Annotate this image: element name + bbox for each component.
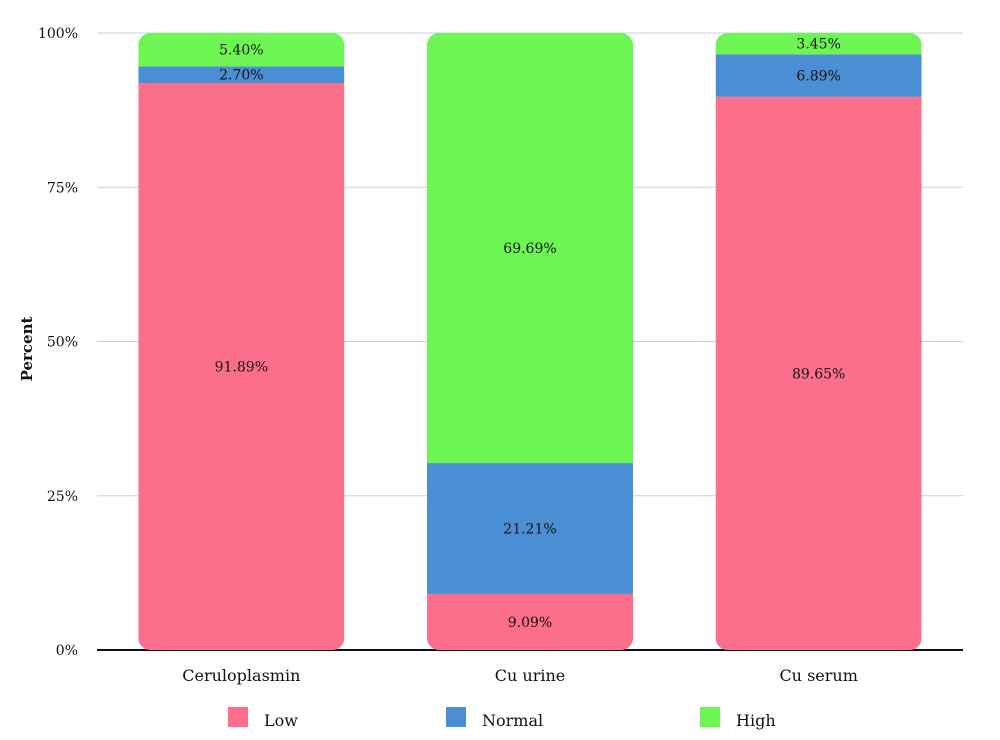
data-label: 91.89% — [215, 360, 268, 376]
data-label: 2.70% — [219, 68, 263, 84]
data-label: 6.89% — [796, 69, 840, 85]
legend: Low Normal High — [228, 707, 776, 730]
bar-stack-1 — [427, 33, 633, 650]
bar-stack-2 — [715, 33, 922, 650]
data-label: 89.65% — [792, 366, 845, 382]
x-axis-categories: Ceruloplasmin Cu urine Cu serum — [182, 666, 858, 685]
x-category-label: Cu urine — [495, 666, 565, 685]
bar-segment-low — [138, 83, 345, 650]
bars — [138, 33, 922, 650]
legend-swatch-low — [228, 707, 248, 727]
y-tick-label: 50% — [47, 335, 78, 351]
x-category-label: Ceruloplasmin — [182, 666, 300, 685]
data-label: 3.45% — [796, 37, 840, 53]
y-axis-title: Percent — [18, 317, 36, 382]
y-axis-ticks: 0% 25% 50% 75% 100% — [38, 26, 78, 659]
bar-segment-normal — [427, 463, 633, 594]
bar-segment-normal — [138, 66, 345, 84]
bar-segment-low — [715, 96, 922, 650]
bar-segment-low — [427, 593, 633, 650]
y-tick-label: 75% — [47, 180, 78, 196]
bar-segment-normal — [715, 54, 922, 97]
legend-label-high: High — [736, 711, 776, 730]
data-label: 21.21% — [503, 521, 556, 537]
bar-segment-high — [427, 33, 633, 464]
data-label: 69.69% — [503, 241, 556, 257]
data-labels: 91.89% 2.70% 5.40% 9.09% 21.21% 69.69% 89.65% 6… — [215, 37, 846, 631]
legend-swatch-normal — [446, 707, 466, 727]
y-tick-label: 100% — [38, 26, 78, 42]
data-label: 5.40% — [219, 43, 263, 59]
y-tick-label: 0% — [56, 643, 78, 659]
y-tick-label: 25% — [47, 489, 78, 505]
x-category-label: Cu serum — [779, 666, 857, 685]
data-label: 9.09% — [508, 615, 552, 631]
legend-swatch-high — [700, 707, 720, 727]
legend-label-normal: Normal — [482, 711, 543, 730]
legend-label-low: Low — [264, 711, 298, 730]
bar-stack-0 — [138, 33, 345, 650]
bar-segment-high — [138, 33, 345, 67]
bar-segment-high — [715, 33, 922, 55]
